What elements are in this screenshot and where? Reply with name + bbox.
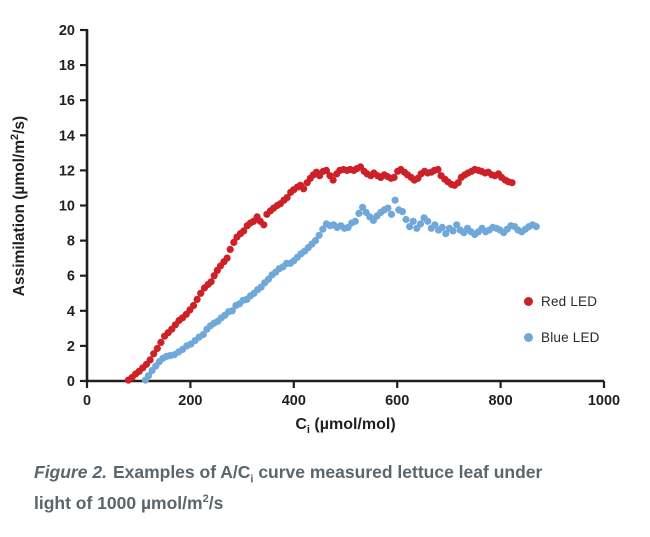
data-point-red-led [193, 295, 201, 303]
data-point-blue-led [449, 227, 457, 235]
data-point-blue-led [315, 231, 323, 239]
data-point-blue-led [442, 230, 450, 238]
data-point-blue-led [532, 223, 540, 231]
y-tick-label: 16 [59, 93, 75, 109]
figure-caption-label: Figure 2. [34, 462, 107, 482]
data-point-blue-led [228, 307, 236, 315]
x-tick-label: 0 [83, 393, 91, 409]
data-point-red-led [210, 272, 218, 280]
y-tick-label: 20 [59, 23, 75, 39]
data-point-blue-led [319, 225, 327, 233]
legend-label: Blue LED [541, 329, 600, 345]
y-tick-label: 10 [59, 199, 75, 215]
data-point-blue-led [416, 220, 425, 228]
red-series-dot-icon [524, 296, 533, 306]
x-tick-label: 200 [178, 393, 202, 409]
y-tick-label: 4 [67, 304, 75, 320]
y-tick-label: 0 [67, 374, 75, 390]
data-point-red-led [146, 356, 154, 364]
data-point-blue-led [355, 209, 363, 217]
data-point-blue-led [453, 221, 461, 229]
data-point-blue-led [311, 237, 320, 245]
data-point-red-led [207, 278, 215, 286]
caption-text: Examples of A/C [112, 462, 251, 482]
data-point-blue-led [391, 196, 399, 204]
data-point-blue-led [144, 372, 153, 380]
data-point-red-led [390, 173, 398, 181]
data-point-blue-led [359, 203, 367, 211]
x-tick-label: 600 [385, 393, 409, 409]
legend-item-red-led: Red LED [524, 293, 600, 309]
data-point-red-led [300, 185, 308, 193]
data-point-red-led [260, 221, 268, 229]
y-tick-label: 12 [59, 163, 75, 179]
caption-text-line2: light of 1000 µmol/m [34, 493, 203, 514]
data-point-red-led [454, 179, 462, 187]
x-axis-title: Ci (µmol/mol) [295, 416, 396, 437]
data-point-red-led [157, 338, 165, 346]
blue-series-dot-icon [524, 332, 533, 342]
y-tick-label: 8 [67, 234, 75, 250]
y-tick-label: 6 [67, 269, 75, 285]
data-point-red-led [322, 166, 330, 174]
x-tick-label: 1000 [588, 393, 620, 409]
data-point-red-led [434, 165, 442, 174]
x-tick-label: 400 [282, 393, 306, 409]
data-point-blue-led [384, 204, 392, 212]
data-point-red-led [189, 301, 198, 310]
x-tick-label: 800 [488, 393, 512, 409]
data-point-blue-led [406, 223, 414, 231]
data-point-blue-led [387, 210, 396, 218]
data-point-blue-led [398, 208, 406, 216]
data-point-red-led [197, 289, 205, 297]
data-point-red-led [223, 254, 231, 262]
chart-legend: Red LED Blue LED [524, 293, 600, 365]
legend-label: Red LED [541, 293, 598, 309]
y-tick-label: 18 [59, 58, 75, 74]
y-tick-label: 2 [67, 339, 75, 355]
data-point-red-led [226, 245, 234, 253]
legend-item-blue-led: Blue LED [524, 329, 600, 345]
data-point-red-led [329, 176, 337, 184]
data-point-blue-led [409, 217, 417, 225]
data-point-blue-led [351, 217, 359, 225]
data-point-blue-led [431, 221, 439, 229]
data-point-red-led [153, 344, 161, 353]
data-point-red-led [240, 227, 248, 235]
figure-caption: Figure 2. Examples of A/Ci curve measured… [34, 462, 543, 514]
y-axis-title: Assimilation (µmol/m2/s) [9, 115, 29, 297]
data-point-red-led [508, 179, 516, 187]
data-point-blue-led [402, 215, 410, 224]
y-tick-label: 14 [59, 128, 75, 144]
data-point-red-led [283, 194, 291, 202]
data-point-red-led [150, 350, 158, 358]
data-point-blue-led [199, 330, 207, 339]
data-point-blue-led [424, 217, 432, 225]
data-point-red-led [230, 238, 238, 246]
data-point-blue-led [438, 223, 446, 231]
